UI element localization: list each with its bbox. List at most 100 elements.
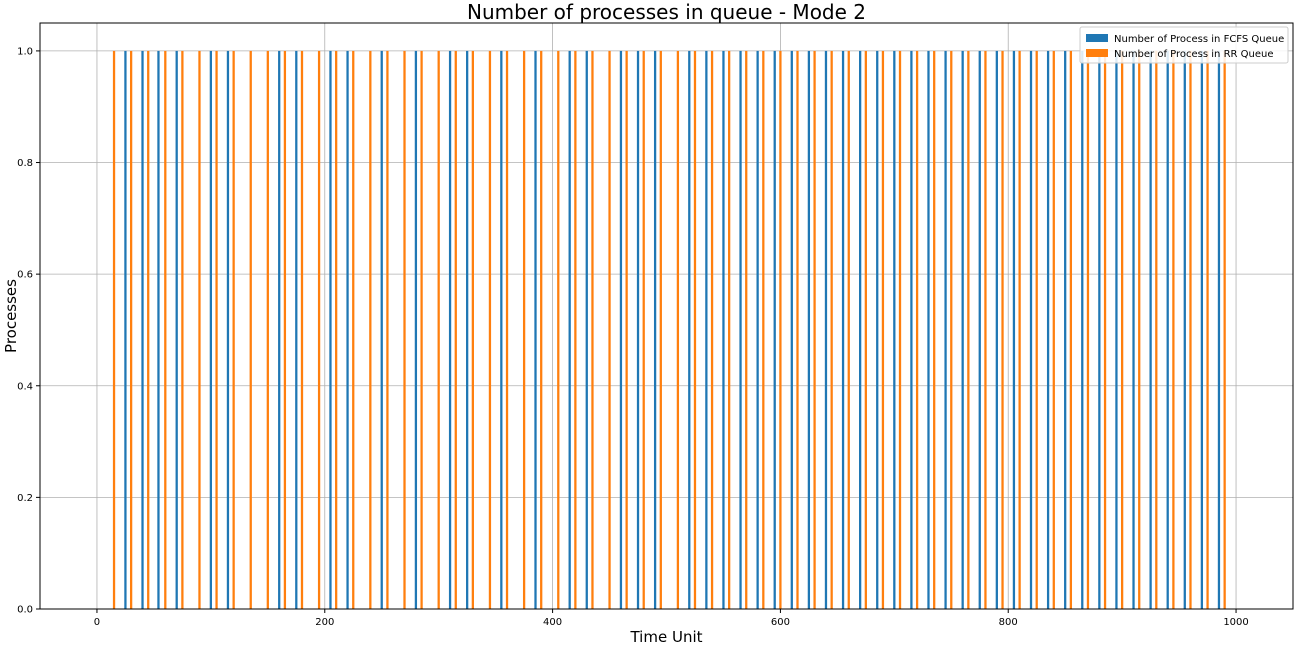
bar bbox=[226, 50, 230, 609]
bar bbox=[232, 50, 235, 609]
bar bbox=[676, 50, 680, 609]
bar bbox=[557, 50, 560, 609]
bar bbox=[745, 50, 748, 609]
bar bbox=[591, 50, 594, 609]
bar bbox=[1001, 50, 1004, 609]
bar bbox=[1155, 50, 1158, 609]
y-tick-label: 0.0 bbox=[17, 605, 33, 616]
bar bbox=[1206, 50, 1209, 609]
bar bbox=[1120, 50, 1124, 609]
bar bbox=[876, 50, 879, 609]
bar bbox=[1046, 50, 1050, 609]
bar bbox=[864, 50, 867, 609]
y-tick-label: 0.8 bbox=[17, 158, 33, 169]
bar bbox=[403, 50, 406, 609]
bar bbox=[847, 50, 850, 609]
bar bbox=[448, 50, 452, 609]
bar bbox=[813, 50, 816, 609]
bar bbox=[1132, 50, 1135, 609]
legend-box bbox=[1079, 26, 1289, 64]
bar bbox=[209, 50, 213, 609]
bar bbox=[369, 50, 372, 609]
x-tick-label: 0 bbox=[94, 617, 100, 628]
bar bbox=[380, 50, 383, 609]
bar bbox=[317, 50, 321, 609]
bar bbox=[830, 50, 833, 609]
bar bbox=[540, 50, 543, 609]
bar bbox=[995, 50, 998, 609]
bar bbox=[1029, 50, 1033, 609]
bar bbox=[1086, 50, 1090, 609]
bar bbox=[198, 50, 201, 609]
bar bbox=[824, 50, 828, 609]
bar bbox=[295, 50, 298, 609]
bar bbox=[522, 50, 526, 609]
bar bbox=[335, 50, 338, 609]
bar bbox=[414, 50, 418, 609]
bar bbox=[1217, 50, 1221, 609]
y-tick-label: 0.4 bbox=[17, 381, 33, 392]
bar bbox=[278, 50, 281, 609]
bar bbox=[157, 50, 160, 609]
bar bbox=[420, 50, 423, 609]
bar bbox=[1103, 50, 1107, 609]
bar bbox=[710, 50, 714, 609]
bar bbox=[790, 50, 793, 609]
y-tick-label: 1.0 bbox=[17, 46, 33, 57]
chart-title: Number of processes in queue - Mode 2 bbox=[467, 0, 866, 24]
bar bbox=[927, 50, 930, 609]
bar bbox=[722, 50, 725, 609]
bar bbox=[181, 50, 184, 609]
bar bbox=[841, 50, 845, 609]
bar bbox=[1012, 50, 1016, 609]
bar bbox=[978, 50, 981, 609]
x-axis-label: Time Unit bbox=[629, 628, 702, 646]
series-fcfs bbox=[124, 50, 1221, 609]
bar bbox=[500, 50, 503, 609]
bar bbox=[141, 50, 144, 609]
bar bbox=[112, 50, 116, 609]
bar bbox=[488, 50, 492, 609]
bar bbox=[1172, 50, 1175, 609]
bar bbox=[1018, 50, 1021, 609]
bar bbox=[898, 50, 902, 609]
bar bbox=[124, 50, 127, 609]
bar bbox=[466, 50, 469, 609]
bar bbox=[1081, 50, 1084, 609]
bar bbox=[762, 50, 765, 609]
legend-swatch bbox=[1086, 34, 1108, 42]
plot-frame bbox=[39, 22, 1294, 610]
bar bbox=[961, 50, 964, 609]
bar bbox=[1098, 50, 1101, 609]
bar bbox=[129, 50, 133, 609]
bar bbox=[346, 50, 349, 609]
bar bbox=[796, 50, 799, 609]
bar bbox=[636, 50, 640, 609]
x-tick-label: 400 bbox=[543, 617, 562, 628]
y-axis-ticks: 0.0 0.2 0.4 0.6 0.8 1.0 bbox=[17, 46, 40, 616]
bar bbox=[728, 50, 731, 609]
x-tick-label: 800 bbox=[999, 617, 1018, 628]
bar bbox=[1035, 50, 1038, 609]
bar bbox=[164, 50, 167, 609]
bar bbox=[215, 50, 218, 609]
bar bbox=[147, 50, 150, 609]
bar bbox=[893, 50, 896, 609]
bar bbox=[625, 50, 628, 609]
bar bbox=[568, 50, 571, 609]
bar bbox=[1064, 50, 1067, 609]
series-rr bbox=[112, 50, 1226, 609]
bar bbox=[454, 50, 457, 609]
legend-label: Number of Process in FCFS Queue bbox=[1114, 34, 1284, 45]
bar bbox=[688, 50, 691, 609]
bar bbox=[352, 50, 355, 609]
bar bbox=[249, 50, 252, 609]
bar bbox=[779, 50, 782, 609]
bar bbox=[933, 50, 936, 609]
bar bbox=[705, 50, 708, 609]
bar bbox=[659, 50, 662, 609]
bar bbox=[1138, 50, 1141, 609]
bar bbox=[739, 50, 742, 609]
x-tick-label: 200 bbox=[315, 617, 334, 628]
